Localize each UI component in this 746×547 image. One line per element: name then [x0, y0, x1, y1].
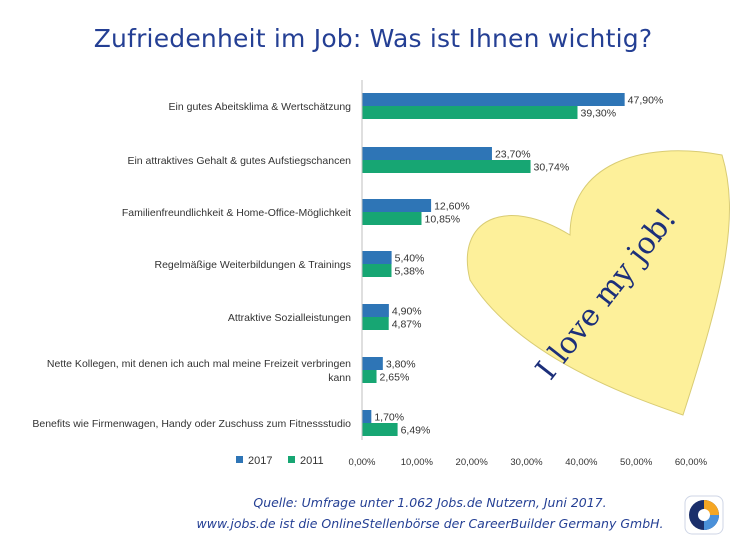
data-label: 6,49%	[401, 425, 431, 437]
heart-sticker-shape	[466, 150, 730, 416]
bar-2017	[362, 251, 392, 264]
legend-swatch-2017	[236, 456, 243, 463]
bar-2011	[362, 423, 398, 436]
data-label: 4,87%	[392, 319, 422, 331]
bar-2017	[362, 93, 625, 106]
data-label: 2,65%	[380, 372, 410, 384]
x-tick-label: 20,00%	[456, 457, 489, 468]
source-line-1: Quelle: Umfrage unter 1.062 Jobs.de Nutz…	[253, 495, 607, 510]
bar-2017	[362, 147, 492, 160]
jobs-de-logo-icon	[684, 495, 724, 535]
legend: 2017 2011	[236, 455, 324, 467]
data-label: 5,40%	[395, 253, 425, 265]
source-line-2: www.jobs.de ist die OnlineStellenbörse d…	[196, 516, 664, 531]
bar-2011	[362, 160, 531, 173]
x-tick-label: 50,00%	[620, 457, 653, 468]
chart-title: Zufriedenheit im Job: Was ist Ihnen wich…	[93, 24, 653, 53]
data-label: 5,38%	[395, 266, 425, 278]
category-label: Familienfreundlichkeit & Home-Office-Mög…	[122, 207, 351, 219]
x-tick-label: 10,00%	[401, 457, 434, 468]
bars-group	[362, 93, 625, 436]
legend-label: 2017	[248, 455, 272, 467]
category-label: Ein gutes Abeitsklima & Wertschätzung	[169, 101, 352, 113]
source-note: Quelle: Umfrage unter 1.062 Jobs.de Nutz…	[180, 492, 680, 534]
bar-2017	[362, 357, 383, 370]
bar-2017	[362, 199, 432, 212]
bar-2011	[362, 317, 389, 330]
x-tick-label: 40,00%	[565, 457, 598, 468]
bar-2011	[362, 106, 578, 119]
legend-swatch-2011	[288, 456, 295, 463]
category-labels: Ein gutes Abeitsklima & Wertschätzung Ein…	[32, 101, 351, 430]
category-label: Nette Kollegen, mit denen ich auch mal m…	[47, 358, 351, 384]
bar-2011	[362, 264, 392, 277]
bar-2011	[362, 212, 422, 225]
data-label: 23,70%	[495, 149, 531, 161]
legend-label: 2011	[300, 455, 324, 467]
category-label: Regelmäßige Weiterbildungen & Trainings	[155, 259, 352, 271]
value-labels: 47,90% 39,30% 23,70%30,74% 12,60%10,85% 5,40…	[374, 95, 663, 437]
bar-2011	[362, 370, 377, 383]
data-label: 12,60%	[434, 201, 470, 213]
data-label: 10,85%	[424, 214, 460, 226]
data-label: 1,70%	[374, 412, 404, 424]
x-tick-label: 0,00%	[349, 457, 376, 468]
data-label: 39,30%	[580, 108, 616, 120]
data-label: 3,80%	[386, 359, 416, 371]
x-tick-label: 30,00%	[510, 457, 543, 468]
x-axis: 0,00% 10,00% 20,00% 30,00% 40,00% 50,00% 60,00…	[349, 80, 708, 468]
category-label: Benefits wie Firmenwagen, Handy oder Zus…	[32, 418, 351, 430]
bar-2017	[362, 304, 389, 317]
category-label: Ein attraktives Gehalt & gutes Aufstiegs…	[127, 155, 351, 167]
data-label: 30,74%	[534, 162, 570, 174]
x-tick-label: 60,00%	[675, 457, 708, 468]
heart-sticker: I love my job!	[466, 150, 730, 416]
data-label: 47,90%	[628, 95, 664, 107]
category-label: Attraktive Sozialleistungen	[228, 312, 351, 324]
data-label: 4,90%	[392, 306, 422, 318]
bar-2017	[362, 410, 372, 423]
